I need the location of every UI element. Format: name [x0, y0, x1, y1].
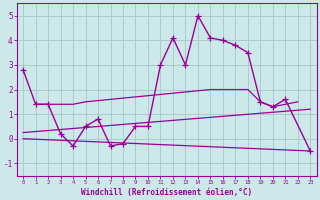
- X-axis label: Windchill (Refroidissement éolien,°C): Windchill (Refroidissement éolien,°C): [81, 188, 252, 197]
